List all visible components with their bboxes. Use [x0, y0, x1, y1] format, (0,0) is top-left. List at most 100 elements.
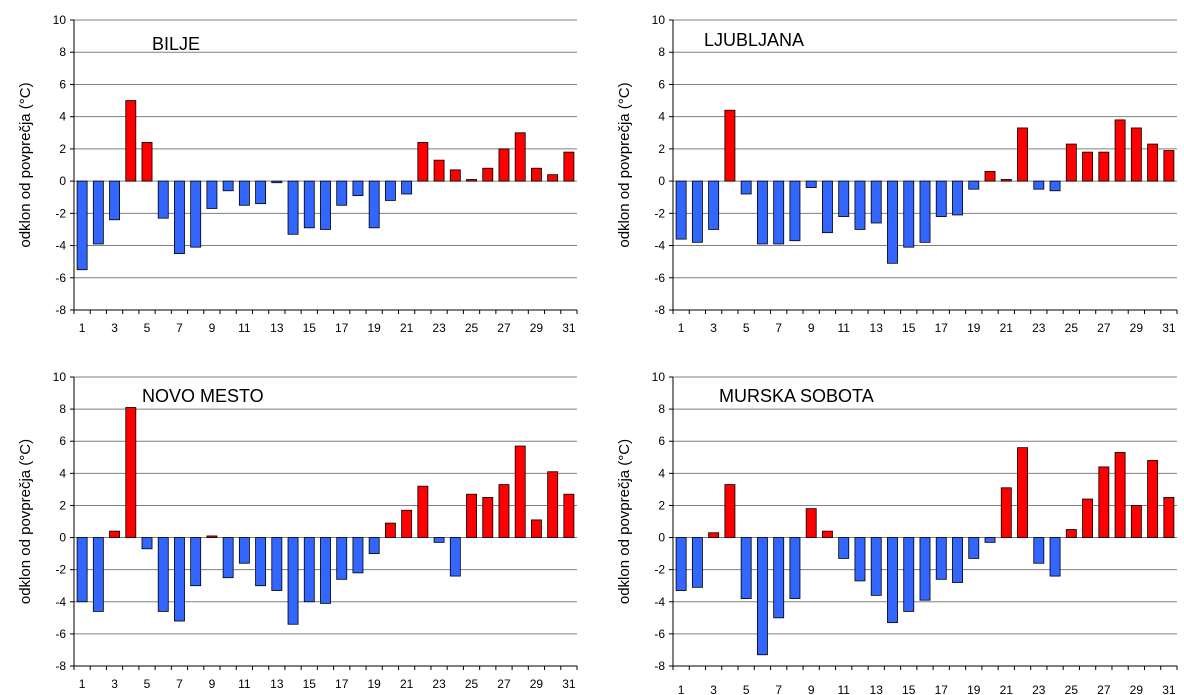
station-title: NOVO MESTO — [142, 386, 264, 406]
x-tick-label: 1 — [678, 683, 685, 695]
y-axis-label: odklon od povprečja (°C) — [17, 439, 34, 604]
bar-day-24 — [1049, 180, 1061, 192]
bar-day-30 — [1147, 143, 1159, 182]
bar-day-12 — [255, 180, 267, 205]
bar-day-6 — [157, 180, 169, 219]
bar-day-15 — [903, 537, 915, 612]
y-tick-label: 10 — [53, 370, 67, 384]
bar-day-18 — [352, 537, 364, 574]
bar-day-9 — [206, 535, 218, 538]
bar-day-18 — [952, 180, 963, 216]
x-tick-label: 27 — [497, 321, 511, 335]
bar-day-4 — [724, 109, 736, 182]
bar-day-22 — [1017, 447, 1028, 538]
y-tick-label: 10 — [652, 370, 666, 384]
x-tick-label: 17 — [935, 683, 949, 695]
bar-day-28 — [1114, 119, 1126, 182]
bar-day-2 — [92, 180, 104, 245]
bar-day-14 — [887, 537, 898, 624]
x-tick-label: 11 — [837, 683, 850, 695]
x-tick-label: 3 — [111, 677, 118, 691]
x-tick-label: 1 — [79, 677, 86, 691]
bar-day-5 — [740, 180, 752, 195]
x-tick-label: 13 — [870, 683, 884, 695]
bar-day-22 — [417, 485, 429, 538]
bar-day-16 — [320, 180, 331, 230]
bar-day-17 — [336, 537, 348, 580]
bar-day-6 — [756, 537, 768, 656]
bar-day-23 — [1033, 537, 1045, 564]
x-tick-label: 15 — [902, 683, 916, 695]
x-tick-label: 29 — [1130, 321, 1144, 335]
bar-day-5 — [141, 537, 153, 550]
bar-day-26 — [1082, 151, 1094, 182]
x-tick-label: 19 — [367, 321, 381, 335]
bar-day-8 — [789, 537, 801, 599]
y-axis-label: odklon od povprečja (°C) — [616, 439, 633, 604]
y-tick-label: -2 — [654, 563, 665, 577]
bar-day-14 — [287, 537, 299, 625]
bar-day-1 — [675, 537, 687, 591]
bar-day-8 — [190, 180, 202, 248]
x-tick-label: 7 — [176, 321, 183, 335]
x-tick-label: 29 — [1130, 683, 1144, 695]
y-axis-label: odklon od povprečja (°C) — [616, 82, 633, 247]
x-tick-label: 29 — [530, 321, 544, 335]
bar-day-23 — [1033, 180, 1045, 190]
bar-day-4 — [125, 100, 137, 182]
station-title: LJUBLJANA — [704, 30, 804, 50]
x-tick-label: 9 — [209, 321, 216, 335]
bar-day-28 — [1114, 452, 1126, 538]
x-tick-label: 11 — [837, 321, 850, 335]
bar-day-3 — [708, 180, 720, 230]
x-tick-label: 5 — [743, 321, 750, 335]
bar-day-11 — [838, 537, 850, 559]
chart-panel-murska-sobota: -8 -6 -4 -2 0 2 4 6 8 10 1 3 5 7 9 11 13 15 17 19 21 23 25 27 29… — [594, 347, 1184, 695]
bar-day-19 — [368, 180, 380, 229]
x-tick-label: 27 — [497, 677, 511, 691]
bar-day-17 — [336, 180, 348, 206]
x-tick-label: 21 — [400, 677, 414, 691]
x-tick-label: 25 — [1065, 321, 1079, 335]
bar-day-12 — [255, 537, 267, 587]
bar-day-2 — [92, 537, 104, 612]
y-tick-label: 6 — [59, 434, 66, 448]
bar-day-18 — [352, 180, 364, 197]
x-tick-label: 7 — [775, 683, 782, 695]
y-tick-label: 8 — [59, 45, 66, 59]
bar-day-6 — [756, 180, 768, 245]
x-tick-label: 3 — [710, 321, 717, 335]
x-tick-label: 19 — [967, 321, 981, 335]
x-tick-label: 11 — [238, 321, 251, 335]
bar-day-3 — [109, 530, 120, 538]
bar-day-21 — [1000, 179, 1012, 182]
x-tick-label: 31 — [1162, 683, 1176, 695]
bar-day-10 — [822, 180, 833, 234]
x-tick-label: 7 — [775, 321, 782, 335]
x-tick-label: 23 — [1032, 683, 1046, 695]
bar-day-25 — [1065, 529, 1077, 538]
bar-day-21 — [401, 180, 413, 195]
bar-day-3 — [708, 532, 720, 538]
y-tick-label: 0 — [658, 174, 665, 188]
y-tick-label: -6 — [55, 627, 66, 641]
bar-day-20 — [384, 522, 396, 538]
x-tick-label: 15 — [303, 677, 317, 691]
x-tick-label: 15 — [902, 321, 916, 335]
x-tick-label: 9 — [808, 321, 815, 335]
bar-day-1 — [76, 180, 88, 271]
x-tick-label: 13 — [270, 677, 284, 691]
x-tick-label: 19 — [367, 677, 381, 691]
bar-day-10 — [222, 180, 234, 192]
bar-day-1 — [76, 537, 88, 603]
bar-day-11 — [838, 180, 850, 217]
y-tick-label: 8 — [59, 402, 66, 416]
y-tick-label: 10 — [652, 13, 666, 27]
y-tick-label: -2 — [654, 206, 665, 220]
y-tick-label: -8 — [654, 303, 665, 317]
bar-day-28 — [514, 445, 526, 538]
bar-day-31 — [1163, 497, 1175, 538]
x-tick-label: 21 — [1000, 683, 1014, 695]
